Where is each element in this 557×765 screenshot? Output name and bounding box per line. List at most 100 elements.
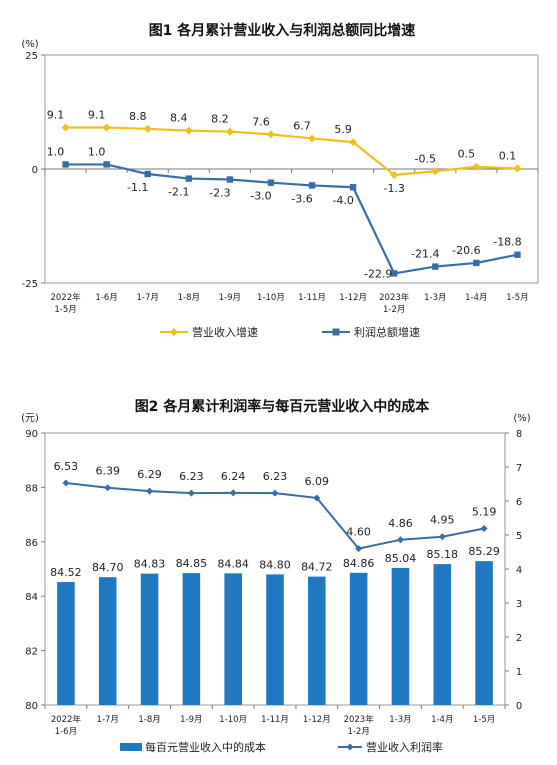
- chart-2-x-tick-label-line: 1-5月: [473, 715, 495, 725]
- series-profit-growth-point: [62, 161, 69, 168]
- chart-1-x-tick-label: 1-10月: [257, 293, 285, 303]
- chart-2-y2-tick-label: 8: [516, 429, 522, 440]
- series-margin-point: [480, 525, 488, 533]
- chart-2-y2-tick-label: 3: [516, 599, 522, 610]
- series-cost-bar: [98, 577, 117, 705]
- series-margin-data-label: 6.53: [54, 460, 79, 473]
- series-revenue-growth-point: [143, 124, 152, 133]
- chart-2-title: 图2 各月累计利润率与每百元营业收入中的成本: [135, 398, 431, 415]
- series-margin-point: [229, 489, 237, 497]
- chart-1-title: 图1 各月累计营业收入与利润总额同比增速: [149, 22, 416, 39]
- chart-1-legend: 营业收入增速 利润总额增速: [160, 325, 420, 339]
- chart-1-x-tick-label: 1-6月: [95, 293, 117, 303]
- series-revenue-growth-data-label: 8.2: [211, 113, 229, 126]
- series-profit-growth-line: [65, 163, 518, 275]
- chart-1-x-tick-label-line: 1-7月: [137, 293, 159, 303]
- chart-2-y-tick-label: 88: [25, 483, 38, 494]
- legend-marker-revenue-growth: [170, 328, 178, 336]
- series-cost-bar: [308, 576, 326, 705]
- series-revenue-growth-point: [225, 127, 234, 136]
- series-revenue-growth-line: [65, 126, 518, 177]
- chart-2-x-tick-label: 1-3月: [389, 715, 411, 725]
- chart-2-x-tick-label-line: 2023年: [344, 714, 375, 725]
- chart-2: 图2 各月累计利润率与每百元营业收入中的成本 (元) (%) 908886848…: [21, 398, 531, 754]
- chart-2-y2-tick-label: 4: [516, 565, 522, 576]
- series-cost-data-label: 84.70: [92, 561, 124, 574]
- series-cost-data-label: 85.18: [427, 548, 459, 561]
- series-revenue-growth-point: [184, 126, 193, 135]
- series-cost-bar: [140, 573, 159, 705]
- series-revenue-growth-data-label: 9.1: [88, 109, 106, 122]
- series-profit-growth-data-label: -21.4: [411, 248, 439, 261]
- series-profit-growth-point: [226, 176, 234, 183]
- series-profit-growth-point: [473, 259, 480, 267]
- series-cost-bar: [391, 567, 410, 705]
- series-revenue-growth-point: [513, 164, 522, 173]
- series-cost-bar: [57, 582, 75, 705]
- chart-2-x-tick-label-line: 1-7月: [97, 715, 119, 725]
- series-revenue-growth-point: [61, 123, 70, 132]
- series-cost-data-label: 84.84: [217, 557, 249, 570]
- chart-2-y-unit-right: (%): [513, 413, 530, 424]
- series-profit-growth-point: [103, 161, 110, 168]
- chart-1-x-tick-label-line: 1-5月: [506, 293, 528, 303]
- chart-2-legend: 每百元营业收入中的成本 营业收入利润率: [120, 740, 443, 754]
- chart-2-x-tick-label: 1-9月: [180, 715, 202, 725]
- chart-1-x-tick-label: 1-7月: [137, 293, 159, 303]
- chart-1: 图1 各月累计营业收入与利润总额同比增速 (%) 25 0 -25 2022年 1-5月…: [21, 22, 539, 339]
- legend-marker-profit-growth: [332, 328, 340, 336]
- chart-2-y2-tick-label: 7: [516, 463, 522, 474]
- series-cost-bar: [182, 573, 201, 705]
- series-profit-growth-data-label: 1.0: [47, 145, 65, 158]
- series-margin-point: [271, 489, 279, 497]
- series-margin-point: [104, 484, 112, 492]
- chart-1-x-tick-label-line: 1-2月: [383, 305, 405, 315]
- chart-1-x-tick-label: 2022年 1-5月: [50, 292, 81, 315]
- chart-2-y2-tick-label: 0: [516, 701, 522, 712]
- chart-2-x-tick-label: 1-12月: [303, 715, 331, 725]
- series-cost-data-label: 84.80: [259, 558, 291, 571]
- series-profit-growth-point: [391, 270, 398, 277]
- series-cost-bar: [433, 564, 452, 705]
- chart-1-x-tick-label-line: 1-12月: [339, 293, 367, 303]
- chart-1-x-tick-label: 1-5月: [506, 293, 528, 303]
- chart-2-x-tick-label: 1-10月: [219, 715, 247, 725]
- series-profit-growth-point: [349, 184, 357, 191]
- series-cost-bar: [475, 561, 493, 705]
- series-cost-data-label: 84.85: [176, 557, 208, 570]
- chart-1-x-tick-label: 1-12月: [339, 293, 367, 303]
- chart-1-x-tick-label: 1-11月: [298, 293, 326, 303]
- chart-2-x-tick-label-line: 1-12月: [303, 715, 331, 725]
- legend-label-profit-growth: 利润总额增速: [354, 325, 420, 339]
- chart-2-x-tick-label-line: 1-2月: [347, 727, 369, 737]
- series-cost-data-label: 84.72: [301, 561, 333, 574]
- series-margin-point: [396, 536, 404, 544]
- series-revenue-growth-data-label: 0.1: [499, 150, 517, 163]
- series-revenue-growth-data-label: 8.4: [170, 112, 188, 125]
- series-margin-data-label: 5.19: [472, 506, 497, 519]
- series-margin-point: [62, 479, 70, 487]
- chart-1-y-unit: (%): [21, 39, 38, 50]
- series-cost-data-label: 85.04: [385, 552, 417, 565]
- chart-2-x-tick-label: 1-5月: [473, 715, 495, 725]
- series-profit-growth-data-label: -3.6: [291, 192, 312, 205]
- chart-1-x-tick-label-line: 1-5月: [54, 305, 76, 315]
- chart-2-y-tick-label: 90: [25, 429, 38, 440]
- chart-1-x-tick-label-line: 2023年: [379, 292, 410, 303]
- chart-2-x-tick-label: 1-11月: [261, 715, 289, 725]
- series-margin-point: [438, 533, 446, 541]
- series-revenue-growth-data-label: 7.6: [252, 115, 270, 128]
- series-revenue-growth-data-label: 9.1: [47, 109, 65, 122]
- series-profit-growth-point: [185, 175, 192, 182]
- chart-2-x-tick-label: 2022年 1-6月: [51, 714, 82, 737]
- chart-2-y-tick-label: 84: [25, 592, 38, 603]
- legend-label-cost: 每百元营业收入中的成本: [145, 740, 266, 754]
- series-margin-data-label: 6.23: [263, 470, 288, 483]
- chart-2-y2-tick-label: 2: [516, 633, 522, 644]
- series-cost-data-label: 84.86: [343, 557, 375, 570]
- series-margin-point: [355, 545, 363, 553]
- chart-2-x-tick-label-line: 1-3月: [389, 715, 411, 725]
- series-profit-growth-data-label: -22.9: [364, 267, 392, 280]
- series-cost-data-label: 84.83: [134, 558, 166, 571]
- series-revenue-growth-point: [390, 170, 399, 179]
